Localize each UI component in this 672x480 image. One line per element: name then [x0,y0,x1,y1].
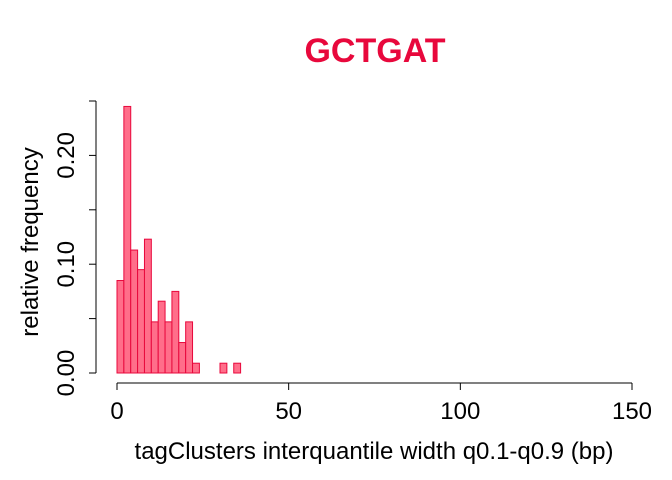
histogram-bar [233,362,242,374]
histogram-bar [143,238,152,374]
histogram-bar [164,321,173,374]
chart-title: GCTGAT [304,32,445,70]
x-axis: 0 50 100 150 [110,382,652,425]
histogram-bar [130,249,139,374]
histogram-bar [150,321,159,374]
y-tick-label: 0.00 [53,350,80,397]
y-tick-label: 0.20 [53,132,80,179]
x-tick-label: 100 [440,398,480,425]
y-axis: 0.00 0.10 0.20 [53,100,97,397]
histogram-bar [116,280,125,374]
histogram-bar [178,342,187,374]
histogram-bar [171,290,180,374]
x-axis-label: tagClusters interquantile width q0.1-q0.… [135,438,614,465]
y-axis-label: relative frequency [17,147,44,336]
histogram-bar [137,269,145,374]
y-tick-label: 0.10 [53,241,80,288]
histogram-bar [219,362,228,374]
x-tick-label: 0 [110,398,123,425]
histogram-bars [116,105,242,374]
x-tick-label: 50 [275,398,302,425]
histogram-bar [157,300,166,374]
histogram-bar [192,362,200,374]
histogram-bar [185,321,194,374]
histogram-bar [123,105,132,374]
x-tick-label: 150 [612,398,652,425]
